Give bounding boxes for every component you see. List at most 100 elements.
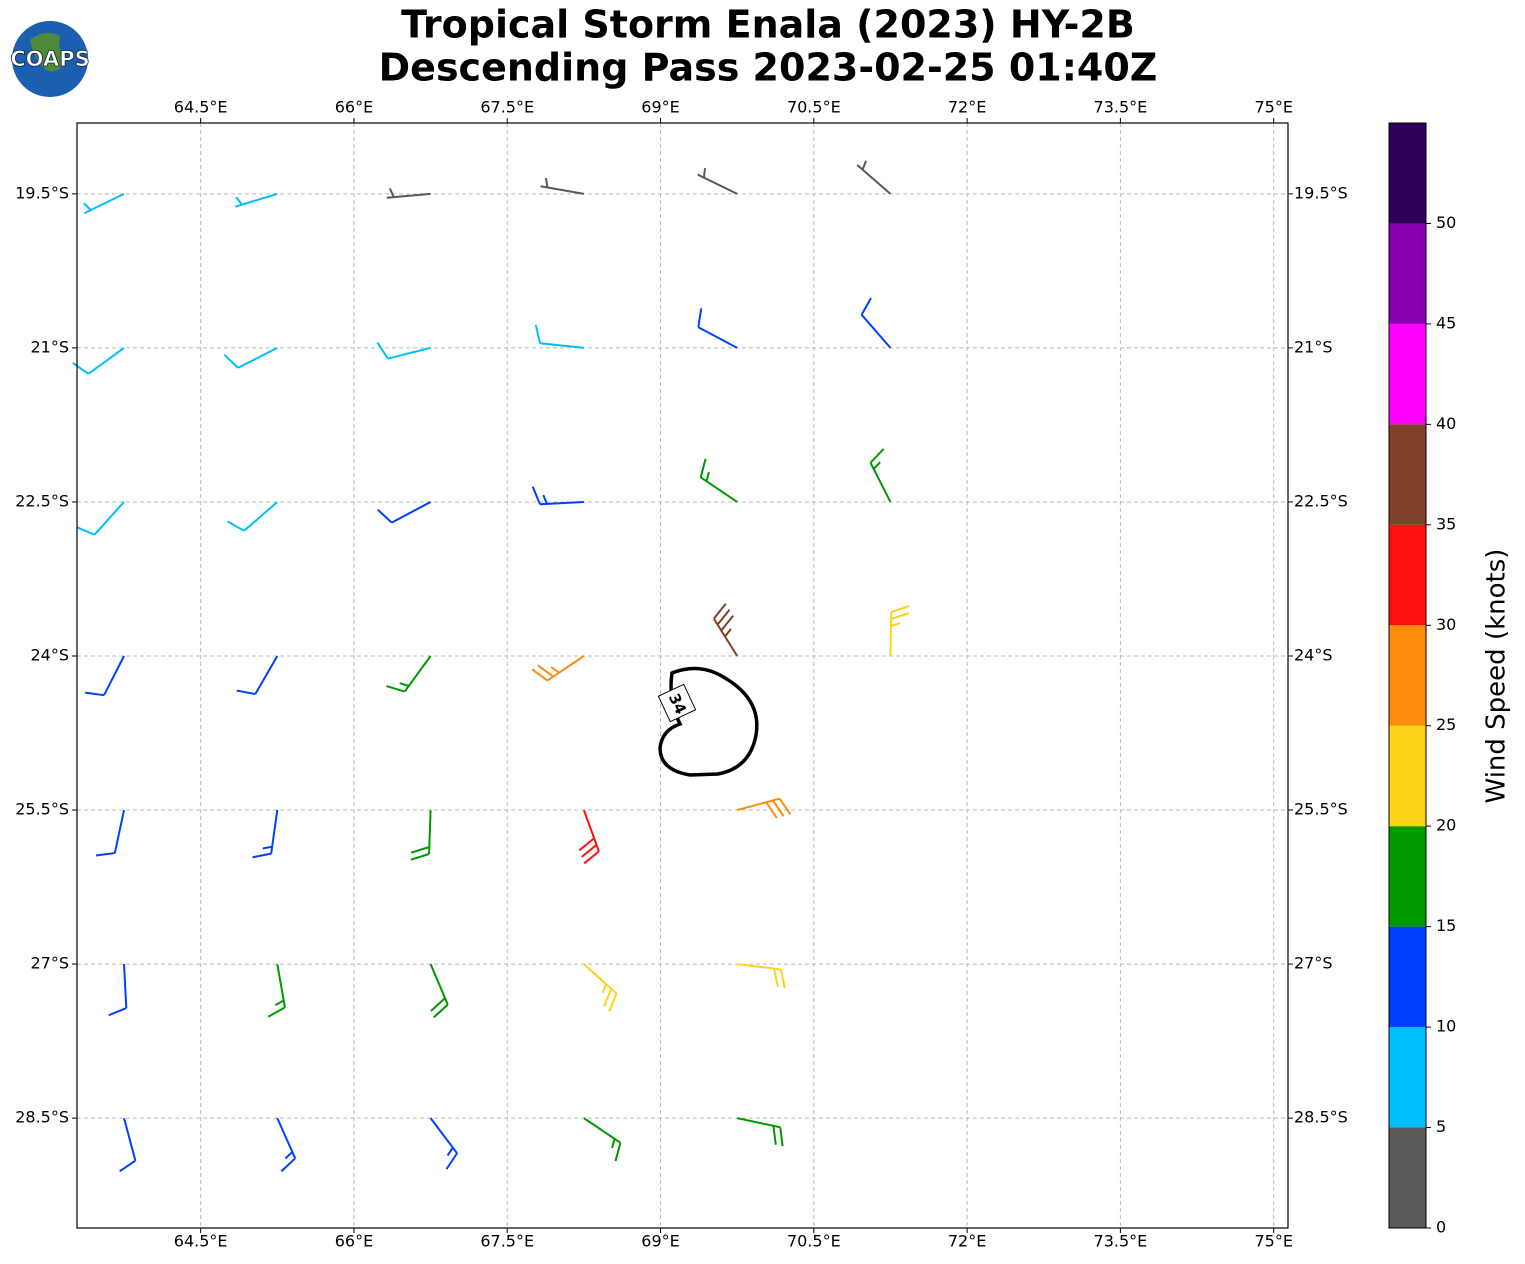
x-tick-label: 75°E	[1254, 1232, 1292, 1251]
colorbar-bin	[1389, 826, 1426, 927]
y-tick-label: 25.5°S	[15, 800, 69, 819]
wind-barb	[267, 963, 286, 1018]
wind-barb	[429, 1117, 458, 1170]
wind-barb	[531, 655, 585, 682]
x-tick-label: 69°E	[641, 98, 679, 117]
wind-barb	[583, 963, 618, 1012]
colorbar-bin	[1389, 323, 1426, 425]
wind-barb	[534, 324, 584, 349]
wind-barb	[540, 177, 585, 195]
colorbar-bin	[1389, 1027, 1426, 1128]
wind-barb	[697, 168, 738, 195]
wind-barb	[410, 809, 432, 861]
barb-shape	[429, 963, 449, 1019]
y-tick-label: 21°S	[30, 337, 69, 356]
barb-shape	[736, 797, 792, 819]
logo-land	[30, 32, 68, 72]
wind-barb	[223, 347, 278, 369]
x-tick-label: 73.5°E	[1094, 1232, 1148, 1251]
x-tick-label: 70.5°E	[787, 98, 841, 117]
barb-shape	[856, 160, 892, 195]
barb-shape	[429, 1117, 458, 1170]
wind-barb	[95, 809, 125, 857]
y-tick-label: 28.5°S	[15, 1108, 69, 1127]
barb-shape	[376, 342, 431, 360]
wind-barb	[83, 192, 125, 215]
barb-shape	[410, 809, 432, 861]
barb-shape	[85, 655, 125, 697]
y-tick-label: 28.5°S	[1294, 1108, 1348, 1127]
barb-shape	[236, 655, 279, 696]
wind-barb	[252, 809, 279, 859]
barb-shape	[534, 324, 584, 349]
chart-subtitle: Descending Pass 2023-02-25 01:40Z	[379, 46, 1158, 90]
wind-barb	[234, 192, 278, 208]
colorbar-tick-label: 50	[1436, 213, 1456, 232]
y-tick-label: 21°S	[1294, 337, 1333, 356]
x-tick-label: 69°E	[641, 1232, 679, 1251]
barb-shape	[119, 1117, 137, 1173]
barb-shape	[276, 1117, 297, 1173]
x-tick-label: 73.5°E	[1094, 98, 1148, 117]
barb-shape	[583, 1117, 622, 1162]
colorbar-frame	[1388, 122, 1427, 1229]
barb-shape	[377, 501, 432, 524]
colorbar-tick-label: 5	[1436, 1117, 1446, 1136]
colorbar-tick-label: 0	[1436, 1218, 1446, 1237]
y-tick-label: 22.5°S	[15, 491, 69, 510]
map-frame	[76, 122, 1289, 1229]
x-tick-label: 66°E	[335, 98, 373, 117]
colorbar-tick-label: 15	[1436, 916, 1456, 935]
y-tick-label: 27°S	[30, 954, 69, 973]
colorbar-tick-label: 20	[1436, 816, 1456, 835]
wind-barb	[889, 605, 910, 657]
x-tick-label: 70.5°E	[787, 1232, 841, 1251]
barb-shape	[267, 963, 286, 1018]
x-tick-label: 67.5°E	[480, 98, 534, 117]
barb-shape	[223, 347, 278, 369]
colorbar-tick-label: 30	[1436, 615, 1456, 634]
barb-shape	[697, 168, 738, 195]
barb-shape	[699, 458, 738, 503]
wind-barb	[699, 458, 738, 503]
wind-barb	[737, 963, 786, 989]
wind-barb	[108, 964, 128, 1017]
y-tick-label: 24°S	[30, 645, 69, 664]
barbs	[72, 160, 910, 1173]
x-tick-label: 72°E	[948, 1232, 986, 1251]
wind-barb	[736, 797, 792, 819]
colorbar-tick-label: 40	[1436, 414, 1456, 433]
barb-shape	[76, 501, 125, 536]
y-tick-label: 19.5°S	[15, 183, 69, 202]
wind-barb	[856, 160, 892, 195]
wind-barb	[578, 809, 600, 865]
y-tick-label: 25.5°S	[1294, 800, 1348, 819]
wind-barb	[713, 603, 739, 657]
barb-shape	[252, 809, 279, 859]
colorbar-tick-label: 10	[1436, 1017, 1456, 1036]
wind-barb	[236, 655, 279, 696]
barb-shape	[531, 655, 585, 682]
wind-barb	[531, 486, 584, 506]
wind-barb	[227, 501, 278, 532]
logo: COAPS	[10, 21, 90, 97]
wind-barb	[386, 187, 431, 199]
barb-shape	[227, 501, 278, 532]
y-tick-label: 22.5°S	[1294, 491, 1348, 510]
x-tick-label: 67.5°E	[480, 1232, 534, 1251]
colorbar-bin	[1389, 926, 1426, 1028]
wind-barb	[860, 297, 892, 349]
colorbar-bin	[1389, 1127, 1426, 1228]
y-tick-label: 27°S	[1294, 954, 1333, 973]
colorbar-bin	[1389, 223, 1426, 324]
barb-shape	[860, 297, 892, 349]
barb-shape	[578, 809, 600, 865]
colorbar-tick-label: 25	[1436, 715, 1456, 734]
barb-shape	[95, 809, 125, 857]
colorbar-label: Wind Speed (knots)	[1482, 549, 1512, 804]
barb-shape	[234, 192, 278, 208]
x-tick-label: 75°E	[1254, 98, 1292, 117]
contour-label-box	[657, 683, 697, 723]
colorbar-bin	[1389, 625, 1426, 726]
